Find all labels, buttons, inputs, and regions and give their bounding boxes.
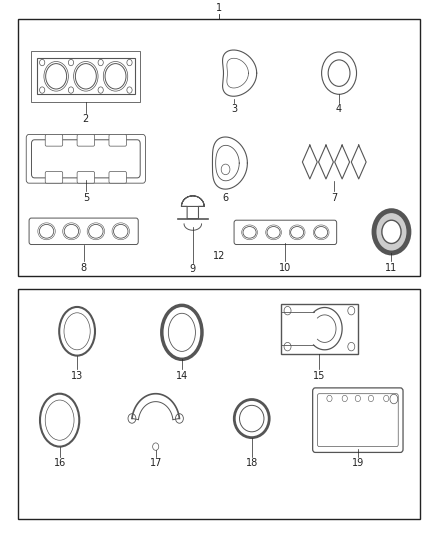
Text: 6: 6 [223,193,229,203]
Text: 8: 8 [81,263,87,272]
Bar [18,19,420,276]
FancyBboxPatch shape [77,134,95,146]
Text: 4: 4 [336,104,342,115]
Text: 13: 13 [71,371,83,381]
Text: 7: 7 [331,193,337,203]
Bar [281,303,357,354]
Text: 19: 19 [352,458,364,469]
Text: 17: 17 [149,458,162,469]
Text: 2: 2 [83,115,89,124]
Text: 18: 18 [246,458,258,469]
Ellipse shape [39,224,54,238]
FancyBboxPatch shape [77,172,95,183]
Circle shape [382,220,401,244]
Text: 1: 1 [216,3,222,13]
Text: 10: 10 [279,263,292,272]
Bar [18,289,420,519]
Text: 5: 5 [83,193,89,203]
Ellipse shape [113,224,128,238]
Ellipse shape [243,227,256,238]
Text: 11: 11 [385,263,398,272]
Text: 3: 3 [231,104,237,115]
Circle shape [105,63,126,89]
Circle shape [374,211,409,253]
Ellipse shape [314,227,328,238]
Circle shape [75,63,96,89]
Text: 16: 16 [53,458,66,469]
Text: 9: 9 [190,264,196,274]
FancyBboxPatch shape [45,172,63,183]
FancyBboxPatch shape [109,172,127,183]
Text: 12: 12 [213,251,225,261]
Bar [32,51,140,102]
Bar [37,58,135,94]
Ellipse shape [64,224,79,238]
Ellipse shape [267,227,280,238]
FancyBboxPatch shape [109,134,127,146]
FancyBboxPatch shape [45,134,63,146]
Circle shape [46,63,67,89]
Text: 14: 14 [176,371,188,381]
Text: 15: 15 [313,371,325,381]
Ellipse shape [88,224,103,238]
Ellipse shape [290,227,304,238]
